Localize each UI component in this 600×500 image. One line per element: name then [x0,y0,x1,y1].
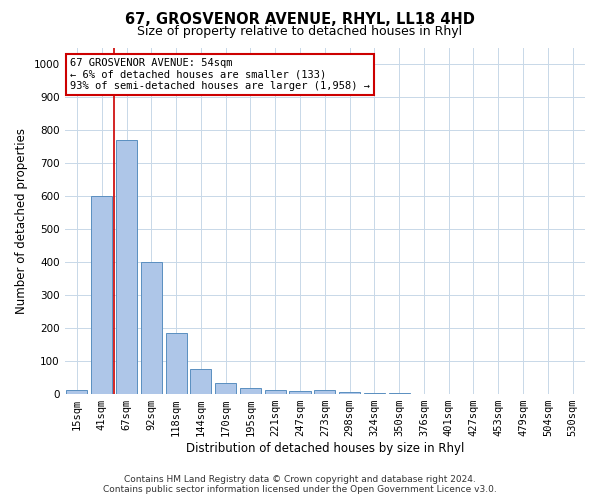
Bar [166,333,187,394]
Y-axis label: Number of detached properties: Number of detached properties [15,128,28,314]
Bar [91,196,112,394]
Bar [289,391,311,394]
X-axis label: Distribution of detached houses by size in Rhyl: Distribution of detached houses by size … [185,442,464,455]
Text: 67 GROSVENOR AVENUE: 54sqm
← 6% of detached houses are smaller (133)
93% of semi: 67 GROSVENOR AVENUE: 54sqm ← 6% of detac… [70,58,370,91]
Text: Contains HM Land Registry data © Crown copyright and database right 2024.
Contai: Contains HM Land Registry data © Crown c… [103,474,497,494]
Bar [265,390,286,394]
Text: 67, GROSVENOR AVENUE, RHYL, LL18 4HD: 67, GROSVENOR AVENUE, RHYL, LL18 4HD [125,12,475,28]
Bar [67,390,88,394]
Bar [240,388,261,394]
Bar [364,393,385,394]
Bar [116,140,137,394]
Bar [314,390,335,394]
Bar [141,262,162,394]
Bar [215,382,236,394]
Bar [339,392,360,394]
Text: Size of property relative to detached houses in Rhyl: Size of property relative to detached ho… [137,25,463,38]
Bar [190,370,211,394]
